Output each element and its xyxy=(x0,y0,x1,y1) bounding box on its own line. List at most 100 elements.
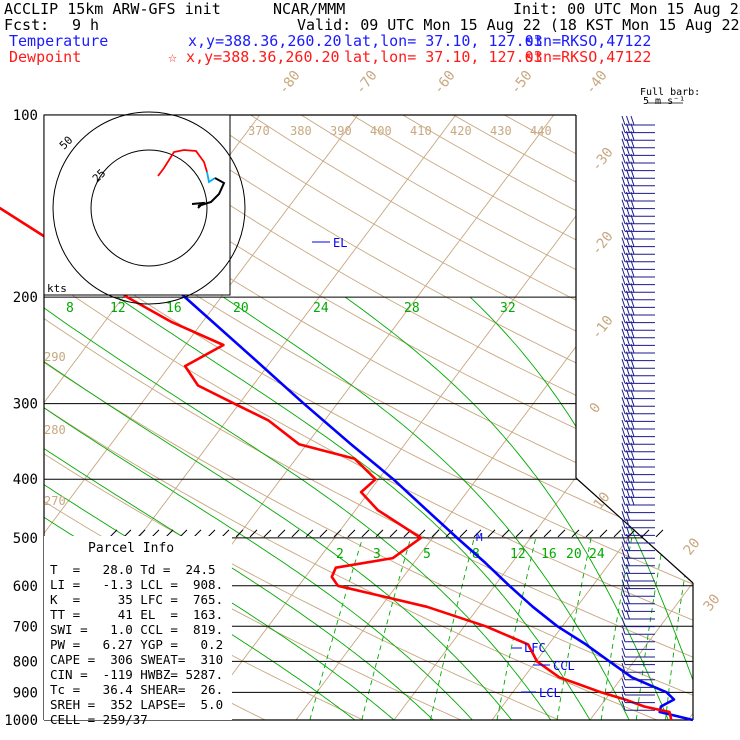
hatch-mark xyxy=(613,529,622,538)
dry-adiabat xyxy=(351,115,693,720)
wind-barb-flag xyxy=(630,222,635,232)
hodograph-ring-50 xyxy=(52,111,246,305)
dry-adiabat xyxy=(44,115,693,720)
wind-barb-flag xyxy=(621,366,626,376)
wind-barb-flag xyxy=(621,617,626,627)
wind-barb-flag xyxy=(626,366,630,376)
hatch-mark xyxy=(333,529,342,538)
dry-adiabat xyxy=(44,115,693,720)
wind-barb-flag xyxy=(630,290,635,300)
wind-barb-flag xyxy=(626,146,630,156)
mixing-ratio-label: 12 xyxy=(110,301,126,316)
wind-barb-flag xyxy=(626,313,630,323)
wind-barb-flag xyxy=(621,328,626,338)
pressure-tick-label: 400 xyxy=(13,472,38,488)
hatch-mark xyxy=(459,529,468,538)
wind-barb-flag xyxy=(630,191,635,202)
wind-barb-flag xyxy=(626,495,630,506)
dewpoint-latlon: lat,lon= 37.10, 127.03 xyxy=(344,48,543,66)
wind-barb-flag xyxy=(630,366,635,376)
hodograph xyxy=(43,111,246,305)
wind-barb-flag xyxy=(630,131,635,141)
wind-barb-flag xyxy=(630,298,635,308)
wind-barb-flag xyxy=(621,389,626,399)
hatch-mark xyxy=(305,529,314,538)
wind-barb-flag xyxy=(626,336,630,346)
lfc-annotation: LFC xyxy=(524,641,546,655)
hatch-mark xyxy=(263,529,272,538)
wind-barb-flag xyxy=(621,351,626,361)
mixing-ratio-line xyxy=(430,537,475,720)
wind-barb-flag xyxy=(626,556,630,566)
wind-barb-flag xyxy=(626,214,630,224)
wind-barb-flag xyxy=(630,465,635,475)
wind-barb-flag xyxy=(621,115,626,126)
wind-barb-flag xyxy=(630,313,635,323)
theta-label: 370 xyxy=(248,124,270,138)
wind-barb-flag xyxy=(630,412,635,422)
wind-barb-flag xyxy=(630,199,635,209)
wind-barb-flag xyxy=(626,252,630,262)
wind-barb-flag xyxy=(621,169,626,179)
wind-barb-flag xyxy=(626,435,630,445)
mixing-ratio-label: 20 xyxy=(566,547,582,562)
hatch-mark xyxy=(319,529,328,538)
wind-barb-flag xyxy=(630,146,635,156)
temperature-latlon: lat,lon= 37.10, 127.03 xyxy=(344,32,543,50)
wind-barb-flag xyxy=(621,503,626,513)
wind-barb-flag xyxy=(626,518,630,528)
mixing-ratio-label: 16 xyxy=(166,301,182,316)
wind-barb-flag xyxy=(630,275,635,285)
isotherm-label: -80 xyxy=(276,68,304,98)
mixing-ratio-line xyxy=(496,537,537,720)
theta-label: 400 xyxy=(370,124,392,138)
wind-barb-flag xyxy=(630,115,635,126)
el-annotation: EL xyxy=(333,236,347,250)
wind-barb-flag xyxy=(621,207,626,217)
wind-barb-flag xyxy=(626,480,630,490)
wind-barb-flag xyxy=(630,260,635,270)
wind-barb-flag xyxy=(626,351,630,361)
pressure-tick-label: 200 xyxy=(13,290,38,306)
mixing-ratio-label: 8 xyxy=(66,301,74,316)
wind-barb-flag xyxy=(626,571,630,582)
parcel-info-row: SREH = 352 LAPSE= 5.0 xyxy=(50,697,223,712)
wind-barb-flag xyxy=(630,495,635,506)
wind-barb-flag xyxy=(621,640,626,650)
hatch-mark xyxy=(543,529,552,538)
wind-barb-flag xyxy=(626,283,630,293)
isotherm-label: -20 xyxy=(589,229,617,259)
isotherm-label: 30 xyxy=(701,591,724,614)
wind-barb-flag xyxy=(626,321,630,331)
hatch-mark xyxy=(207,529,216,538)
wind-barb-flag xyxy=(621,397,626,407)
wind-barb-flag xyxy=(621,602,626,612)
wind-barb-flag xyxy=(626,176,630,186)
wind-barb-flag xyxy=(621,153,626,164)
wind-barb-flag xyxy=(626,442,630,452)
wind-barb-flag xyxy=(621,450,626,460)
wind-barb-flag xyxy=(621,670,626,680)
wind-barb-flag xyxy=(626,609,630,620)
wind-barb-flag xyxy=(630,359,635,369)
wind-barb-flag xyxy=(621,381,626,392)
wind-barb-flag xyxy=(621,685,626,696)
wind-barb-flag xyxy=(630,328,635,338)
temperature-station: stn=RKSO,47122 xyxy=(525,32,652,50)
mixing-ratio-line xyxy=(665,537,692,720)
dry-adiabat xyxy=(44,115,590,720)
wind-barb-flag xyxy=(630,214,635,224)
mixing-ratio-line xyxy=(309,537,363,720)
parcel-info-title: Parcel Info xyxy=(88,541,174,556)
wind-barb-flag xyxy=(630,488,635,498)
parcel-info-row: CIN = -119 HWBZ= 5287. xyxy=(50,667,223,682)
temperature-legend: Temperature xyxy=(9,32,109,50)
hatch-mark xyxy=(375,529,384,538)
wind-barb-flag xyxy=(621,275,626,285)
wind-barb-flag xyxy=(621,465,626,475)
wind-barb-flag xyxy=(621,609,626,620)
wind-barb-flag xyxy=(626,594,630,604)
wind-barb-flag xyxy=(621,138,626,148)
dry-adiabat xyxy=(44,115,693,720)
pressure-tick-label: 900 xyxy=(13,685,38,701)
